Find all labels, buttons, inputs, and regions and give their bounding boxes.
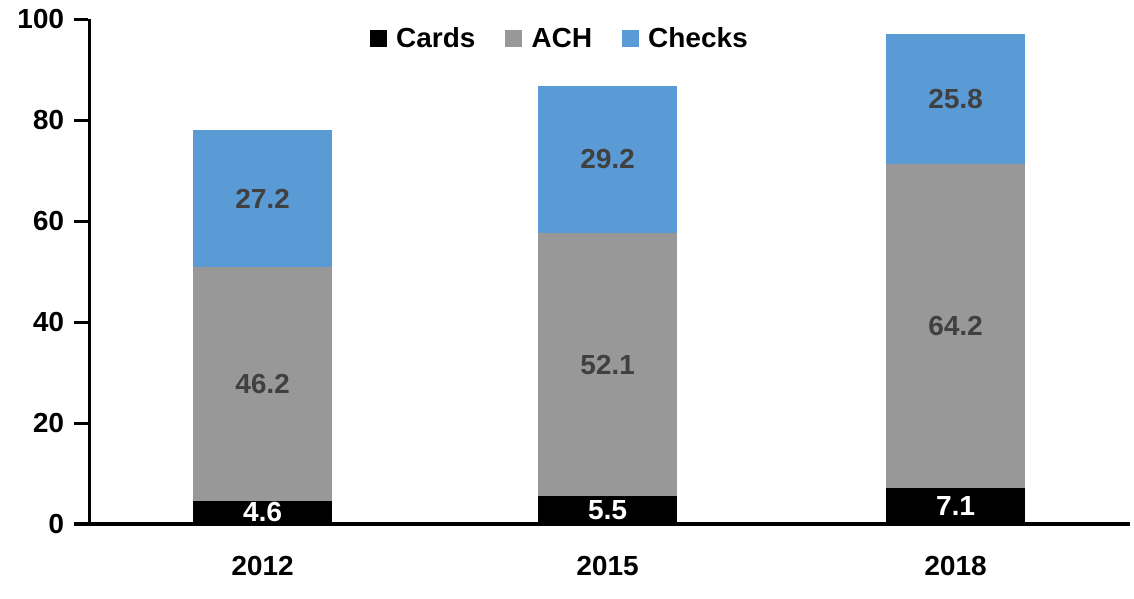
- legend-swatch-ach-icon: [505, 29, 523, 47]
- segment-value-label: 4.6: [243, 496, 282, 528]
- legend-item-ach: ACH: [505, 24, 592, 52]
- segment-ach-2018: 64.2: [886, 163, 1025, 489]
- y-axis-tick-label: 0: [48, 508, 64, 539]
- y-axis-line: [88, 19, 91, 526]
- legend-label-checks: Checks: [648, 22, 748, 53]
- y-axis-tick-label: 80: [32, 104, 64, 135]
- legend-label-cards: Cards: [396, 22, 476, 53]
- y-axis-tick-label: 20: [32, 407, 64, 438]
- y-axis-tick: [74, 422, 88, 425]
- legend-swatch-checks-icon: [622, 29, 640, 47]
- segment-ach-2015: 52.1: [538, 233, 677, 497]
- segment-checks-2018: 25.8: [886, 33, 1025, 164]
- y-axis-tick: [74, 18, 88, 21]
- segment-value-label: 29.2: [580, 143, 635, 175]
- legend-item-cards: Cards: [370, 24, 475, 52]
- segment-value-label: 7.1: [936, 490, 975, 522]
- segment-value-label: 25.8: [928, 82, 983, 114]
- bar-2015: 5.5 52.1 29.2: [538, 85, 677, 524]
- legend-swatch-cards-icon: [370, 29, 387, 47]
- legend-item-checks: Checks: [622, 24, 748, 52]
- y-axis-tick-label: 60: [32, 205, 64, 236]
- bar-2012: 4.6 46.2 27.2: [193, 130, 332, 528]
- legend-label-ach: ACH: [531, 22, 593, 53]
- y-axis-tick: [74, 220, 88, 223]
- segment-cards-2018: 7.1: [886, 488, 1025, 524]
- x-axis-line: [74, 522, 1130, 526]
- bar-2018: 7.1 64.2 25.8: [886, 33, 1025, 524]
- x-category-label-2018: 2018: [924, 550, 987, 581]
- y-axis-tick-label: 100: [17, 3, 64, 34]
- segment-checks-2012: 27.2: [193, 130, 332, 268]
- segment-value-label: 46.2: [235, 368, 290, 400]
- segment-ach-2012: 46.2: [193, 267, 332, 501]
- chart-legend: Cards ACH Checks: [370, 24, 748, 52]
- y-axis-tick: [74, 321, 88, 324]
- y-axis-tick-label: 40: [32, 306, 64, 337]
- y-axis-tick: [74, 119, 88, 122]
- segment-value-label: 5.5: [588, 494, 627, 526]
- x-category-label-2012: 2012: [231, 550, 294, 581]
- segment-cards-2012: 4.6: [193, 496, 332, 528]
- x-category-label-2015: 2015: [576, 550, 639, 581]
- segment-value-label: 52.1: [580, 348, 635, 380]
- segment-value-label: 64.2: [928, 310, 983, 342]
- segment-value-label: 27.2: [235, 182, 290, 214]
- segment-checks-2015: 29.2: [538, 85, 677, 234]
- segment-cards-2015: 5.5: [538, 496, 677, 524]
